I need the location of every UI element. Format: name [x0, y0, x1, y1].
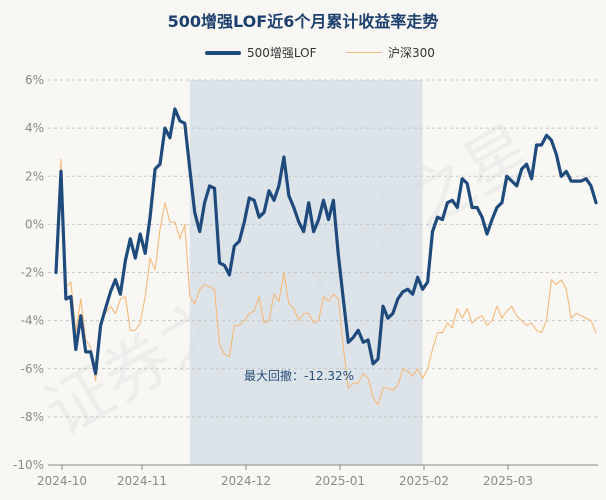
x-tick-label: 2025-03: [483, 474, 533, 488]
x-tick-label: 2025-01: [315, 474, 365, 488]
y-tick-label: -10%: [13, 458, 44, 472]
x-tick-label: 2024-10: [37, 474, 87, 488]
y-tick-label: 2%: [25, 169, 44, 183]
legend-swatch-index: [346, 51, 382, 54]
x-tick-label: 2024-11: [117, 474, 167, 488]
max-drawdown-label: 最大回撤：-12.32%: [244, 368, 354, 383]
y-tick-label: -2%: [21, 266, 44, 280]
legend-swatch-fund: [205, 50, 241, 55]
series-line-index: [55, 158, 597, 406]
y-tick-label: -4%: [21, 314, 44, 328]
y-tick-label: -6%: [21, 362, 44, 376]
y-tick-label: 6%: [25, 73, 44, 87]
y-tick-label: -8%: [21, 410, 44, 424]
legend-label-index: 沪深300: [388, 46, 435, 60]
x-tick-label: 2024-12: [221, 474, 271, 488]
y-tick-label: 0%: [25, 217, 44, 231]
legend-item-index[interactable]: 沪深300: [346, 44, 435, 61]
x-tick-label: 2025-02: [399, 474, 449, 488]
chart-title: 500增强LOF近6个月累计收益率走势: [167, 12, 439, 31]
legend-label-fund: 500增强LOF: [247, 46, 317, 60]
series-line-fund: [54, 107, 598, 376]
y-tick-label: 4%: [25, 121, 44, 135]
legend-item-fund[interactable]: 500增强LOF: [205, 44, 317, 61]
legend: 500增强LOF 沪深300: [0, 44, 606, 62]
